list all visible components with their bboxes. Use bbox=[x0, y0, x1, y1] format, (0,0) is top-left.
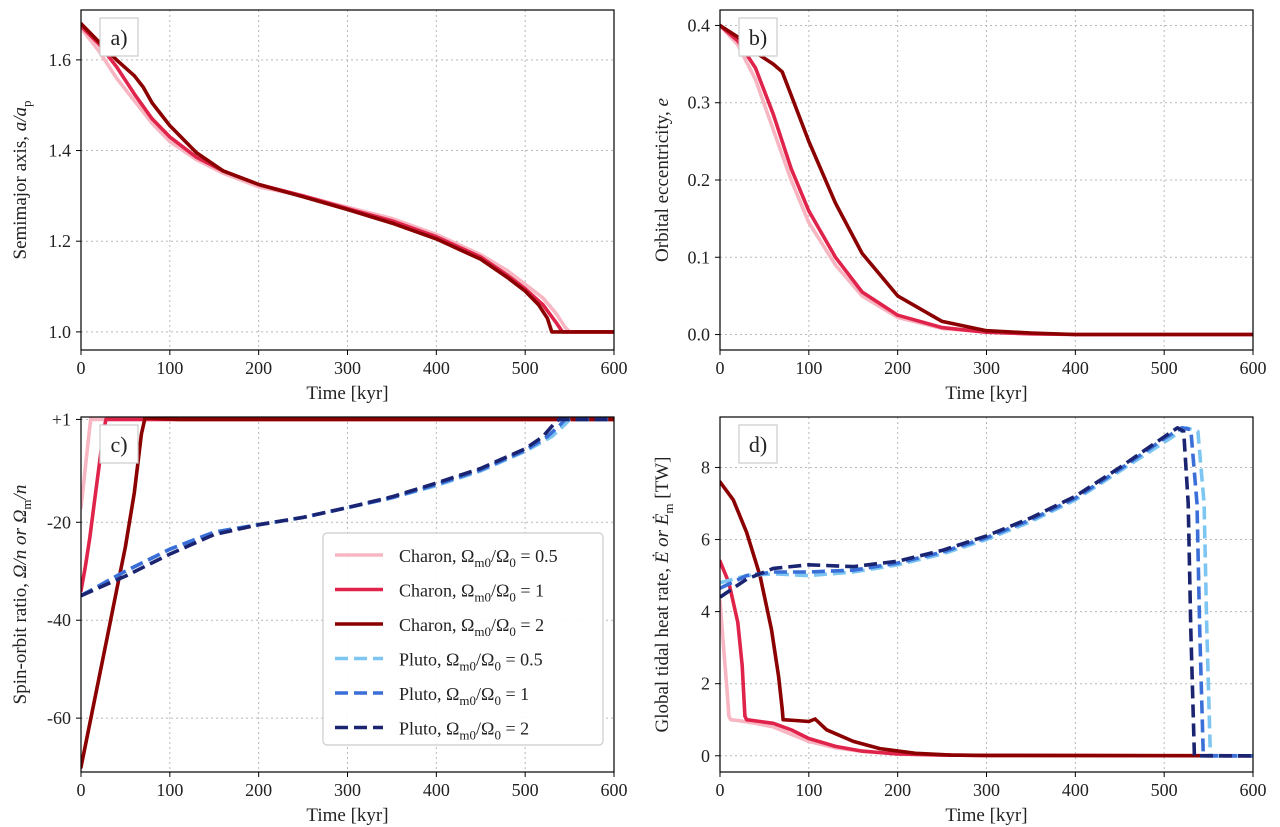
y-tick-label: -40 bbox=[47, 610, 71, 630]
legend: Charon, Ωm0/Ω0 = 0.5 Charon, Ωm0/Ω0 = 1 Ch… bbox=[322, 532, 604, 746]
y-tick-label: 0.4 bbox=[688, 15, 711, 35]
y-axis-label: Spin-orbit ratio, Ω/n or Ωm/n bbox=[10, 485, 34, 705]
series-line-charon-2 bbox=[81, 21, 614, 334]
x-tick-label: 100 bbox=[156, 780, 183, 800]
y-tick-label: 0.1 bbox=[688, 247, 711, 267]
x-tick-label: 600 bbox=[1240, 358, 1267, 378]
y-tick-label: 0.2 bbox=[688, 170, 711, 190]
series-line-pluto-2 bbox=[81, 417, 614, 598]
y-axis-label: Global tidal heat rate, Ė or Ėm [TW] bbox=[652, 456, 676, 732]
y-tick-label: 4 bbox=[701, 602, 710, 622]
legend-entry-label: Pluto, Ωm0/Ω0 = 2 bbox=[399, 719, 529, 743]
x-tick-label: 200 bbox=[884, 780, 911, 800]
x-tick-label: 400 bbox=[1062, 358, 1089, 378]
series-group bbox=[81, 417, 614, 769]
y-tick-label: 8 bbox=[701, 457, 710, 477]
panel-a: 0 100 200 300 400 500 600 1.0 1.2 1.4 1.6 Time [kyr… bbox=[10, 9, 628, 404]
x-tick-label: 500 bbox=[512, 358, 539, 378]
x-tick-label: 600 bbox=[601, 358, 628, 378]
y-tick-label: 0.3 bbox=[688, 93, 711, 113]
y-tick-label: 2 bbox=[701, 674, 710, 694]
x-tick-label: 200 bbox=[245, 358, 272, 378]
legend-entry-label: Pluto, Ωm0/Ω0 = 0.5 bbox=[399, 650, 543, 674]
panel-label: b) bbox=[749, 25, 767, 50]
series-group bbox=[720, 425, 1253, 758]
x-tick-label: 400 bbox=[423, 358, 450, 378]
legend-box bbox=[322, 532, 604, 746]
x-tick-label: 500 bbox=[1151, 780, 1178, 800]
panel-label: d) bbox=[749, 432, 767, 457]
legend-entry-label: Charon, Ωm0/Ω0 = 0.5 bbox=[399, 546, 558, 570]
x-tick-label: 200 bbox=[245, 780, 272, 800]
legend-entry-label: Pluto, Ωm0/Ω0 = 1 bbox=[399, 684, 529, 708]
legend-entry-label: Charon, Ωm0/Ω0 = 2 bbox=[399, 615, 544, 639]
panel-label-box bbox=[738, 424, 778, 464]
x-tick-label: 300 bbox=[973, 780, 1000, 800]
y-tick-label: +1 bbox=[52, 409, 71, 429]
panel-label-box bbox=[99, 424, 139, 464]
y-tick-label: 0 bbox=[701, 746, 710, 766]
panel-d: 0 100 200 300 400 500 600 0 2 4 6 8 Time [kyr] Global… bbox=[652, 416, 1267, 826]
panel-label: c) bbox=[110, 432, 127, 457]
x-axis-label: Time [kyr] bbox=[306, 805, 388, 826]
x-tick-label: 300 bbox=[973, 358, 1000, 378]
x-tick-label: 500 bbox=[512, 780, 539, 800]
y-tick-label: 1.2 bbox=[49, 231, 72, 251]
grid bbox=[719, 10, 1254, 350]
series-line-charon-1 bbox=[81, 417, 614, 593]
y-axis-label: Semimajor axis, a/ap bbox=[10, 100, 34, 259]
x-tick-label: 300 bbox=[334, 780, 361, 800]
y-tick-label: 1.4 bbox=[49, 141, 72, 161]
x-tick-label: 0 bbox=[77, 358, 86, 378]
x-tick-label: 100 bbox=[156, 358, 183, 378]
x-tick-label: 500 bbox=[1151, 358, 1178, 378]
x-tick-label: 400 bbox=[423, 780, 450, 800]
series-line-pluto-2 bbox=[720, 425, 1253, 758]
x-axis-label: Time [kyr] bbox=[306, 383, 388, 404]
panel-b: 0 100 200 300 400 500 600 0.0 0.1 0.2 0.3 0.4 Time [… bbox=[652, 9, 1267, 404]
y-tick-label: 1.0 bbox=[49, 322, 72, 342]
x-tick-label: 600 bbox=[601, 780, 628, 800]
panel-label-box bbox=[738, 17, 778, 57]
series-line-charon-0-5 bbox=[81, 417, 614, 510]
panel-label: a) bbox=[110, 25, 127, 50]
y-axis-label: Orbital eccentricity, e bbox=[652, 98, 673, 262]
legend-entry-label: Charon, Ωm0/Ω0 = 1 bbox=[399, 581, 544, 605]
series-group bbox=[81, 21, 614, 334]
y-tick-label: 0.0 bbox=[688, 325, 711, 345]
x-tick-label: 100 bbox=[795, 780, 822, 800]
grid bbox=[719, 417, 1254, 772]
series-line-charon-2 bbox=[720, 480, 1253, 758]
x-tick-label: 0 bbox=[716, 358, 725, 378]
x-tick-label: 200 bbox=[884, 358, 911, 378]
x-axis-label: Time [kyr] bbox=[945, 805, 1027, 826]
series-line-charon-2 bbox=[81, 417, 614, 769]
x-tick-label: 0 bbox=[77, 780, 86, 800]
x-tick-label: 400 bbox=[1062, 780, 1089, 800]
x-tick-label: 0 bbox=[716, 780, 725, 800]
x-tick-label: 100 bbox=[795, 358, 822, 378]
y-tick-label: -60 bbox=[47, 708, 71, 728]
x-axis-label: Time [kyr] bbox=[945, 383, 1027, 404]
y-tick-label: 1.6 bbox=[49, 50, 72, 70]
y-tick-label: 6 bbox=[701, 530, 710, 550]
x-tick-label: 600 bbox=[1240, 780, 1267, 800]
panel-label-box bbox=[99, 17, 139, 57]
y-tick-label: -20 bbox=[47, 512, 71, 532]
x-tick-label: 300 bbox=[334, 358, 361, 378]
